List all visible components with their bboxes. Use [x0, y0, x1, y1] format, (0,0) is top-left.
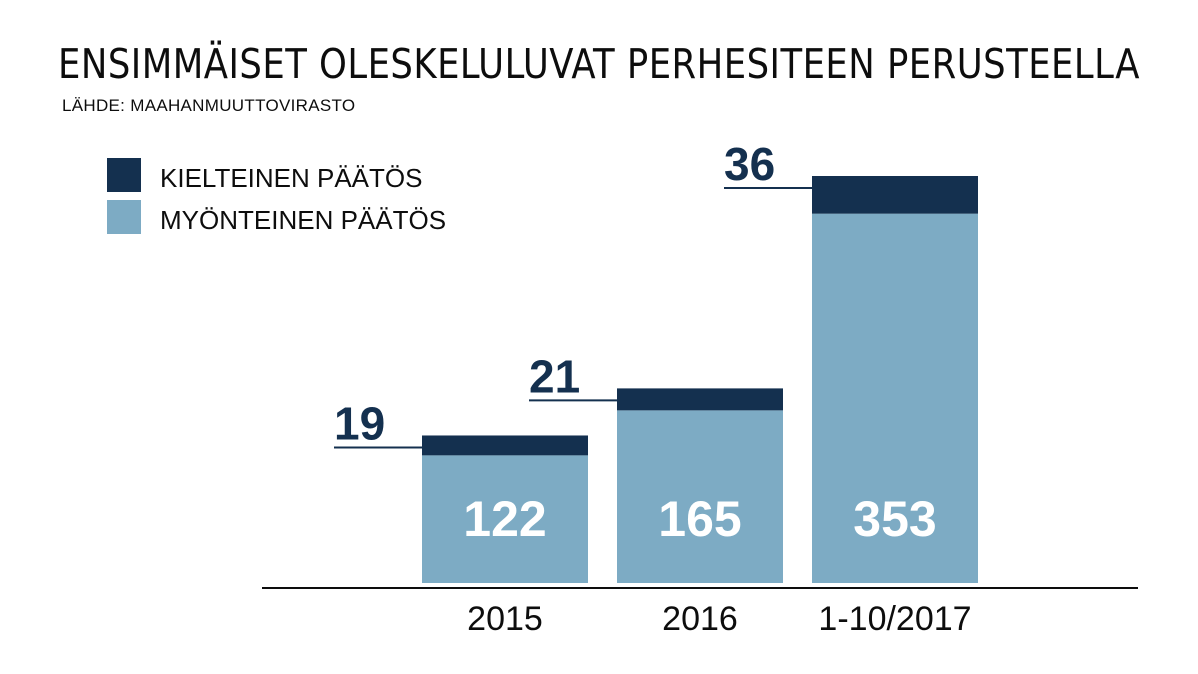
bar-approved-2016: [617, 410, 783, 583]
chart-bars: 122 19 165 21 353 36: [334, 138, 978, 583]
data-label-approved-2015: 122: [463, 491, 546, 547]
x-tick-label-1-10/2017: 1-10/2017: [818, 600, 971, 638]
data-label-rejected-2016: 21: [529, 350, 580, 402]
x-axis-ticks: 2015 2016 1-10/2017: [467, 600, 971, 638]
chart-legend: KIELTEINEN PÄÄTÖS MYÖNTEINEN PÄÄTÖS: [107, 158, 446, 235]
bar-rejected-2015: [422, 435, 588, 456]
chart-source: LÄHDE: MAAHANMUUTTOVIRASTO: [62, 96, 356, 115]
x-tick-label-2015: 2015: [467, 600, 543, 638]
legend-label-approved: MYÖNTEINEN PÄÄTÖS: [160, 205, 446, 235]
data-label-rejected-1-10/2017: 36: [724, 138, 775, 190]
bar-approved-2015: [422, 455, 588, 583]
legend-swatch-approved: [107, 200, 141, 234]
x-tick-label-2016: 2016: [662, 600, 738, 638]
bar-approved-1-10/2017: [812, 213, 978, 583]
bar-rejected-1-10/2017: [812, 176, 978, 214]
legend-swatch-rejected: [107, 158, 141, 192]
data-label-approved-2016: 165: [658, 491, 741, 547]
legend-label-rejected: KIELTEINEN PÄÄTÖS: [160, 163, 422, 193]
data-label-approved-1-10/2017: 353: [853, 491, 936, 547]
chart-title: ENSIMMÄISET OLESKELULUVAT PERHESITEEN PE…: [58, 40, 1140, 88]
bar-rejected-2016: [617, 388, 783, 411]
data-label-rejected-2015: 19: [334, 397, 385, 449]
